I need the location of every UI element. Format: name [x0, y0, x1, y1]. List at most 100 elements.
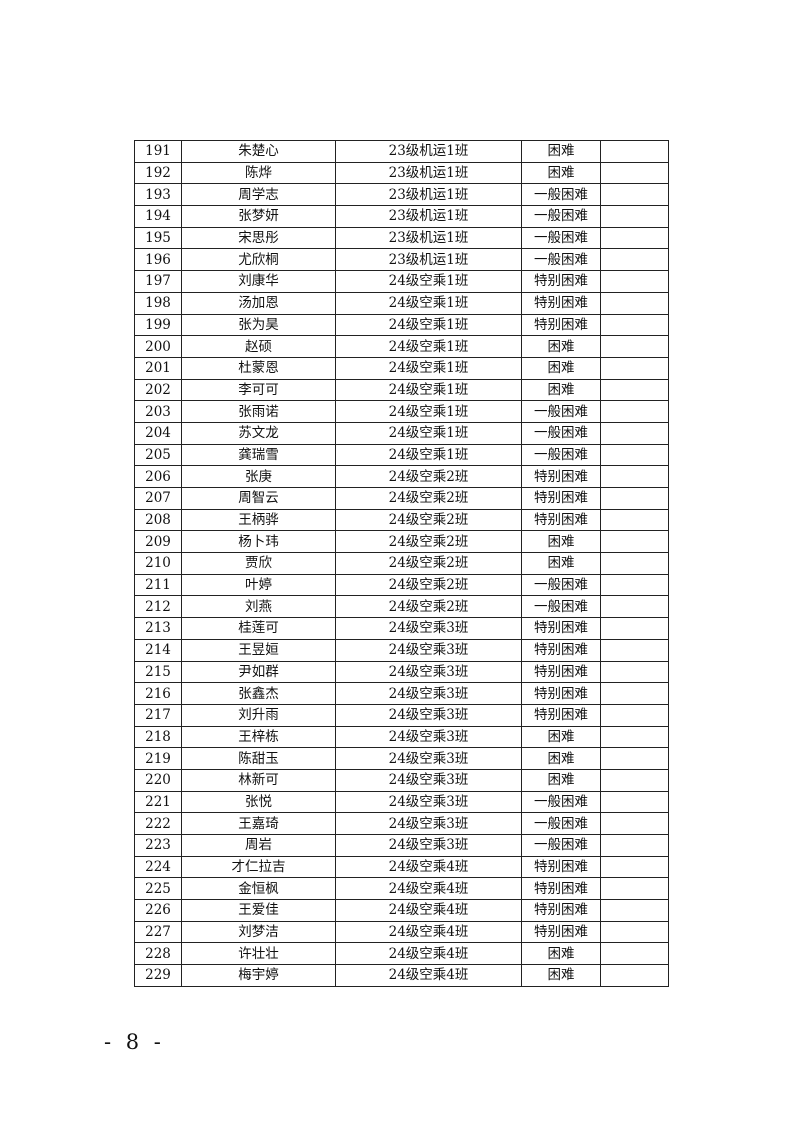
class-name-cell: 24级空乘1班: [335, 443, 522, 467]
student-name-cell: 周智云: [181, 487, 336, 510]
class-name-cell: 24级空乘4班: [335, 877, 522, 901]
row-number-cell: 225: [134, 877, 182, 901]
table-row: 213 桂莲可 24级空乘3班 特别困难: [134, 617, 669, 640]
class-name-cell: 24级空乘3班: [335, 660, 522, 684]
remarks-cell: [600, 920, 669, 944]
class-name-cell: 24级空乘4班: [335, 920, 522, 944]
remarks-cell: [600, 877, 669, 901]
class-name-cell: 24级空乘3班: [335, 834, 522, 857]
remarks-cell: [600, 573, 669, 597]
remarks-cell: [600, 161, 669, 185]
row-number-cell: 228: [134, 942, 182, 966]
class-name-cell: 24级空乘2班: [335, 595, 522, 619]
student-name-cell: 汤加恩: [181, 291, 336, 315]
class-name-cell: 24级空乘2班: [335, 530, 522, 554]
class-name-cell: 24级空乘4班: [335, 964, 522, 987]
class-name-cell: 24级空乘3班: [335, 682, 522, 705]
table-row: 220 林新可 24级空乘3班 困难: [134, 768, 669, 792]
row-number-cell: 215: [134, 660, 182, 684]
remarks-cell: [600, 508, 669, 532]
difficulty-level-cell: 困难: [521, 964, 601, 987]
class-name-cell: 24级空乘2班: [335, 465, 522, 488]
table-row: 210 贾欣 24级空乘2班 困难: [134, 552, 669, 575]
row-number-cell: 194: [134, 205, 182, 228]
remarks-cell: [600, 595, 669, 619]
difficulty-level-cell: 困难: [521, 942, 601, 966]
table-row: 223 周岩 24级空乘3班 一般困难: [134, 834, 669, 857]
student-name-cell: 张为昊: [181, 313, 336, 337]
student-name-cell: 许壮壮: [181, 942, 336, 966]
student-name-cell: 张悦: [181, 790, 336, 814]
remarks-cell: [600, 638, 669, 662]
student-name-cell: 才仁拉吉: [181, 855, 336, 879]
class-name-cell: 24级空乘2班: [335, 487, 522, 510]
table-row: 207 周智云 24级空乘2班 特别困难: [134, 487, 669, 510]
table-row: 226 王爱佳 24级空乘4班 特别困难: [134, 899, 669, 922]
class-name-cell: 24级空乘2班: [335, 573, 522, 597]
class-name-cell: 24级空乘1班: [335, 270, 522, 293]
difficulty-level-cell: 特别困难: [521, 508, 601, 532]
table-row: 221 张悦 24级空乘3班 一般困难: [134, 790, 669, 814]
table-row: 209 杨卜玮 24级空乘2班 困难: [134, 530, 669, 554]
difficulty-level-cell: 特别困难: [521, 291, 601, 315]
class-name-cell: 24级空乘4班: [335, 899, 522, 922]
student-name-cell: 刘康华: [181, 270, 336, 293]
remarks-cell: [600, 400, 669, 423]
remarks-cell: [600, 421, 669, 445]
difficulty-level-cell: 特别困难: [521, 703, 601, 727]
student-name-cell: 林新可: [181, 768, 336, 792]
student-name-cell: 王嘉琦: [181, 812, 336, 835]
row-number-cell: 204: [134, 421, 182, 445]
row-number-cell: 197: [134, 270, 182, 293]
row-number-cell: 224: [134, 855, 182, 879]
student-name-cell: 金恒枫: [181, 877, 336, 901]
student-name-cell: 张雨诺: [181, 400, 336, 423]
difficulty-level-cell: 一般困难: [521, 400, 601, 423]
student-name-cell: 王柄骅: [181, 508, 336, 532]
student-name-cell: 尤欣桐: [181, 248, 336, 272]
table-row: 228 许壮壮 24级空乘4班 困难: [134, 942, 669, 966]
remarks-cell: [600, 552, 669, 575]
class-name-cell: 24级空乘1班: [335, 356, 522, 380]
student-name-cell: 朱楚心: [181, 140, 336, 163]
row-number-cell: 220: [134, 768, 182, 792]
table-row: 224 才仁拉吉 24级空乘4班 特别困难: [134, 855, 669, 879]
row-number-cell: 201: [134, 356, 182, 380]
remarks-cell: [600, 226, 669, 250]
row-number-cell: 227: [134, 920, 182, 944]
row-number-cell: 199: [134, 313, 182, 337]
difficulty-level-cell: 特别困难: [521, 465, 601, 488]
class-name-cell: 24级空乘1班: [335, 335, 522, 358]
student-name-cell: 苏文龙: [181, 421, 336, 445]
class-name-cell: 23级机运1班: [335, 205, 522, 228]
row-number-cell: 208: [134, 508, 182, 532]
row-number-cell: 219: [134, 747, 182, 770]
table-body: 191 朱楚心 23级机运1班 困难 192 陈烨 23级机运1班 困难 193 周学志 23级机运…: [134, 140, 669, 987]
table-row: 217 刘升雨 24级空乘3班 特别困难: [134, 703, 669, 727]
remarks-cell: [600, 530, 669, 554]
student-name-cell: 龚瑞雪: [181, 443, 336, 467]
difficulty-level-cell: 特别困难: [521, 487, 601, 510]
student-name-cell: 王梓栋: [181, 725, 336, 749]
class-name-cell: 24级空乘1班: [335, 291, 522, 315]
class-name-cell: 23级机运1班: [335, 140, 522, 163]
difficulty-level-cell: 特别困难: [521, 638, 601, 662]
difficulty-level-cell: 一般困难: [521, 573, 601, 597]
difficulty-level-cell: 困难: [521, 768, 601, 792]
row-number-cell: 191: [134, 140, 182, 163]
student-name-cell: 贾欣: [181, 552, 336, 575]
difficulty-level-cell: 困难: [521, 378, 601, 402]
student-aid-table: 191 朱楚心 23级机运1班 困难 192 陈烨 23级机运1班 困难 193 周学志 23级机运…: [134, 140, 669, 987]
difficulty-level-cell: 一般困难: [521, 443, 601, 467]
class-name-cell: 24级空乘4班: [335, 855, 522, 879]
class-name-cell: 23级机运1班: [335, 226, 522, 250]
difficulty-level-cell: 困难: [521, 552, 601, 575]
table-row: 201 杜蒙恩 24级空乘1班 困难: [134, 356, 669, 380]
row-number-cell: 216: [134, 682, 182, 705]
row-number-cell: 195: [134, 226, 182, 250]
student-name-cell: 陈烨: [181, 161, 336, 185]
remarks-cell: [600, 942, 669, 966]
difficulty-level-cell: 困难: [521, 335, 601, 358]
remarks-cell: [600, 725, 669, 749]
remarks-cell: [600, 790, 669, 814]
